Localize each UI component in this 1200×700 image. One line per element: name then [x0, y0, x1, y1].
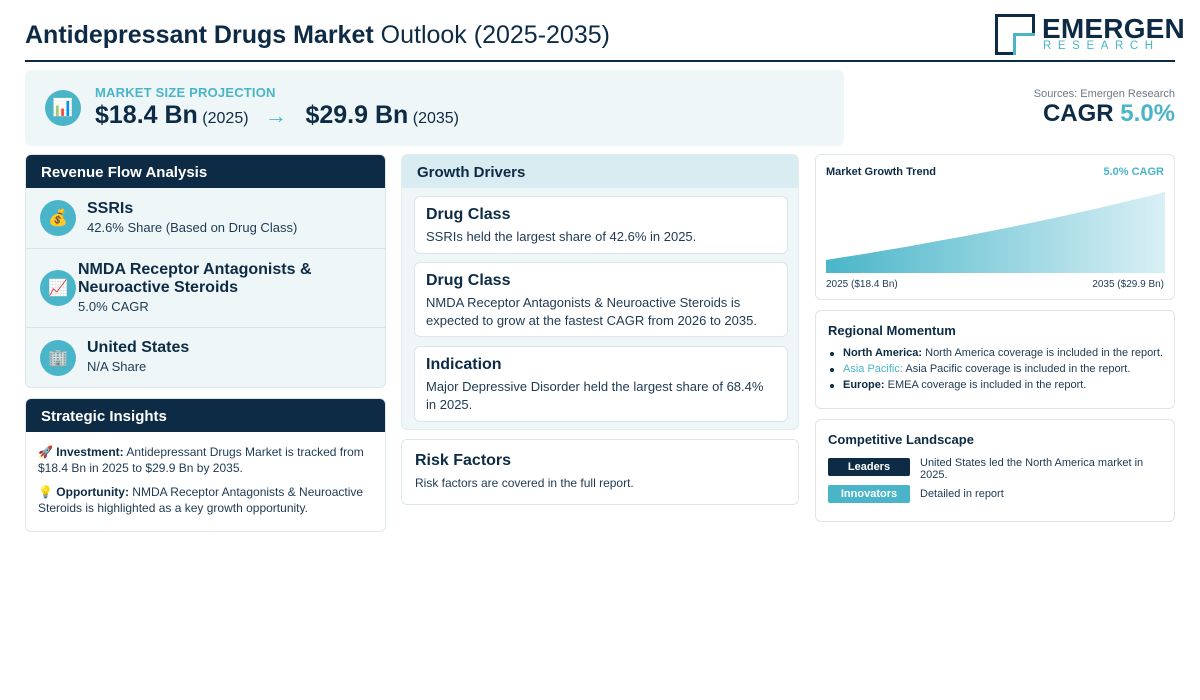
competitor-text: United States led the North America mark…	[920, 457, 1144, 481]
building-icon: 🏢	[40, 340, 76, 376]
end-year: (2035)	[412, 110, 459, 127]
growth-drivers-title: Growth Drivers	[402, 155, 798, 188]
leaders-badge: Leaders	[828, 458, 910, 476]
risk-factors-title: Risk Factors	[415, 452, 512, 469]
region-label: Asia Pacific:	[843, 363, 903, 375]
revenue-item-subtitle: 42.6% Share (Based on Drug Class)	[87, 220, 298, 235]
chart-annotation: 5.0% CAGR	[1103, 166, 1164, 178]
lightbulb-icon: 💡	[38, 485, 53, 499]
market-size-projection: 📊 MARKET SIZE PROJECTION $18.4 Bn (2025)…	[25, 70, 844, 146]
title-rest: Outlook (2025-2035)	[373, 21, 610, 49]
cagr-value: 5.0%	[1120, 100, 1175, 127]
regional-momentum-title: Regional Momentum	[828, 323, 956, 338]
region-label: North America:	[843, 347, 923, 359]
revenue-flow-title: Revenue Flow Analysis	[26, 155, 385, 188]
strategic-insights-panel: Strategic Insights 🚀 Investment: Antidep…	[25, 398, 386, 532]
title-bold: Antidepressant Drugs Market	[25, 21, 374, 49]
trend-up-icon: 📈	[40, 270, 76, 306]
start-year: (2025)	[202, 110, 249, 127]
growth-drivers-panel: Growth Drivers Drug Class SSRIs held the…	[401, 154, 799, 430]
driver-card: Drug Class SSRIs held the largest share …	[414, 196, 788, 254]
insight-item: 💡 Opportunity: NMDA Receptor Antagonists…	[38, 484, 373, 516]
driver-card-title: Drug Class	[426, 272, 511, 289]
competitive-landscape-panel: Competitive Landscape Leaders United Sta…	[815, 419, 1175, 522]
revenue-item-title: United States	[87, 339, 190, 356]
revenue-item-subtitle: 5.0% CAGR	[78, 299, 149, 314]
chart-title: Market Growth Trend	[826, 166, 937, 178]
driver-card: Drug Class NMDA Receptor Antagonists & N…	[414, 262, 788, 337]
revenue-flow-panel: Revenue Flow Analysis 💰 SSRIs 42.6% Shar…	[25, 154, 386, 388]
sources-text: Sources: Emergen Research	[1033, 88, 1175, 100]
region-item: Asia Pacific: Asia Pacific coverage is i…	[828, 363, 1162, 375]
page-title: Antidepressant Drugs Market Outlook (202…	[25, 21, 610, 50]
rocket-icon: 🚀	[38, 445, 53, 459]
x-tick-label-start: 2025 ($18.4 Bn)	[826, 279, 898, 290]
region-list: North America: North America coverage is…	[828, 347, 1163, 391]
region-item: Europe: EMEA coverage is included in the…	[828, 379, 1162, 391]
regional-momentum-panel: Regional Momentum North America: North A…	[815, 310, 1175, 409]
market-growth-trend-chart: Market Growth Trend 5.0% CAGR 2025 ($18.…	[815, 154, 1175, 300]
risk-factors-panel: Risk Factors Risk factors are covered in…	[401, 439, 799, 505]
trend-area	[826, 192, 1165, 273]
driver-card-body: NMDA Receptor Antagonists & Neuroactive …	[426, 295, 757, 328]
emergen-logo: EMERGEN RESEARCH	[995, 13, 1185, 56]
end-value: $29.9 Bn	[305, 101, 409, 129]
insight-label: Investment:	[56, 445, 124, 459]
driver-card: Indication Major Depressive Disorder hel…	[414, 346, 788, 422]
region-text: Asia Pacific coverage is included in the…	[902, 363, 1131, 375]
insight-label: Opportunity:	[56, 485, 129, 499]
page-header: Antidepressant Drugs Market Outlook (202…	[25, 13, 1185, 62]
arrow-right-icon: →	[265, 103, 287, 128]
bar-chart-icon: 📊	[45, 90, 81, 126]
revenue-item-title: NMDA Receptor Antagonists & Neuroactive …	[78, 261, 312, 296]
cagr-label: CAGR	[1042, 100, 1121, 127]
region-item: North America: North America coverage is…	[828, 347, 1163, 359]
driver-card-body: SSRIs held the largest share of 42.6% in…	[426, 229, 697, 244]
revenue-item-subtitle: N/A Share	[87, 359, 147, 374]
insight-text: NMDA Receptor Antagonists & Neuroactive …	[38, 485, 364, 515]
driver-card-body: Major Depressive Disorder held the large…	[426, 379, 764, 412]
logo-mark-icon	[995, 14, 1035, 55]
start-value: $18.4 Bn	[95, 101, 198, 129]
region-text: EMEA coverage is included in the report.	[884, 379, 1087, 391]
region-text: North America coverage is included in th…	[922, 347, 1163, 359]
strategic-insights-title: Strategic Insights	[26, 399, 385, 432]
projection-label: MARKET SIZE PROJECTION	[95, 85, 276, 100]
logo-sub: RESEARCH	[1043, 40, 1160, 52]
risk-factors-body: Risk factors are covered in the full rep…	[415, 476, 634, 490]
revenue-item: 🏢 United States N/A Share	[26, 328, 385, 387]
logo-word: EMERGEN	[1042, 13, 1185, 44]
insight-text: Antidepressant Drugs Market is tracked f…	[38, 445, 364, 475]
projection-values: $18.4 Bn (2025) → $29.9 Bn (2035)	[95, 101, 459, 130]
driver-card-title: Indication	[426, 356, 502, 373]
insight-item: 🚀 Investment: Antidepressant Drugs Marke…	[38, 444, 373, 476]
revenue-item: 💰 SSRIs 42.6% Share (Based on Drug Class…	[26, 188, 385, 249]
cagr-summary: CAGR 5.0%	[1043, 100, 1175, 128]
revenue-item-title: SSRIs	[87, 200, 134, 217]
x-tick-label-end: 2035 ($29.9 Bn)	[1092, 279, 1164, 290]
competitor-text: Detailed in report	[920, 488, 1004, 500]
region-label: Europe:	[843, 379, 885, 391]
money-bag-icon: 💰	[40, 200, 76, 236]
revenue-item: 📈 NMDA Receptor Antagonists & Neuroactiv…	[26, 249, 385, 328]
competitive-landscape-title: Competitive Landscape	[828, 432, 974, 447]
trend-chart-svg	[826, 192, 1165, 273]
driver-card-title: Drug Class	[426, 206, 511, 223]
innovators-badge: Innovators	[828, 485, 910, 503]
